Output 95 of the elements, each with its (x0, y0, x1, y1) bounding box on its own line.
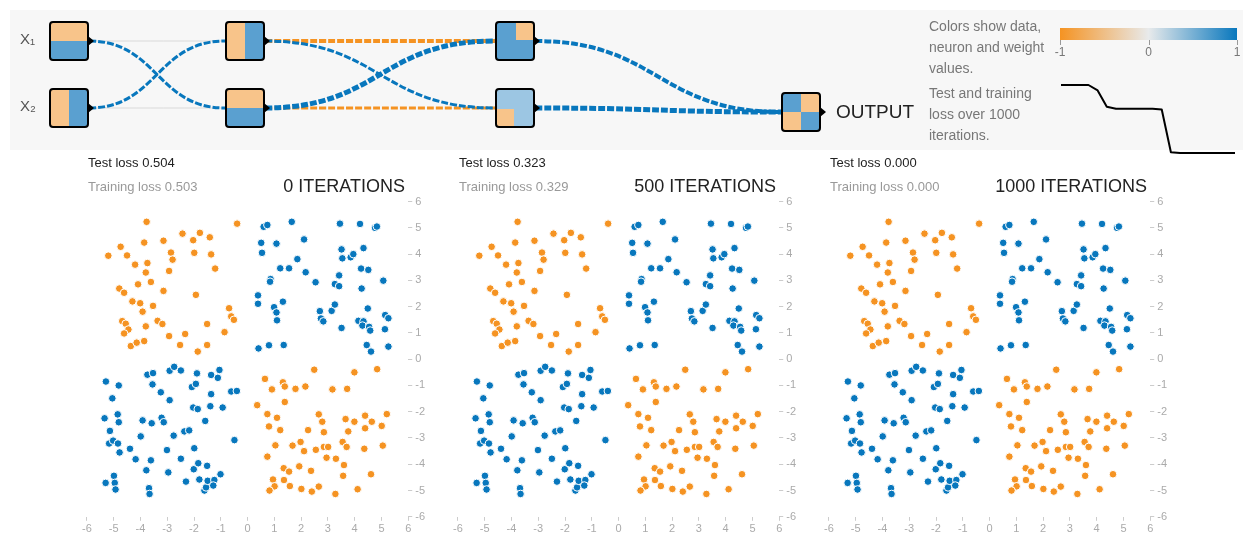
y-tick-label: -2 (415, 404, 425, 417)
y-tick-label: 1 (1157, 325, 1164, 338)
text: 1000 ITERATIONS (995, 176, 1147, 197)
y-tick-label: -6 (1157, 509, 1167, 522)
y-tick-label: -1 (1157, 378, 1167, 391)
y-tick-label: 1 (786, 325, 793, 338)
y-tick-label: 4 (786, 247, 793, 260)
text: 0 ITERATIONS (283, 176, 405, 197)
y-tick-label: 4 (1157, 247, 1164, 260)
x-tick-label: 6 (405, 522, 412, 535)
chart-subtitle: Training loss 0.503 (88, 179, 198, 194)
chart-title: Test loss 0.504 (88, 155, 175, 170)
chart-title: Test loss 0.323 (459, 155, 546, 170)
x-tick-label: 0 (986, 522, 993, 535)
text: X₁ (20, 30, 36, 47)
y-tick-label: -1 (415, 378, 425, 391)
y-tick-label: 3 (786, 273, 793, 286)
y-tick-label: -2 (786, 404, 796, 417)
x-tick-label: -3 (904, 522, 915, 535)
x-tick-label: -4 (135, 522, 146, 535)
x-tick-label: 3 (695, 522, 702, 535)
y-tick-label: 5 (415, 220, 422, 233)
y-tick-label: 6 (415, 194, 422, 207)
y-tick-label: -2 (1157, 404, 1167, 417)
text: 1 (1232, 45, 1242, 59)
x-tick-label: 0 (244, 522, 251, 535)
y-tick-label: 0 (786, 352, 793, 365)
y-tick-label: 3 (415, 273, 422, 286)
x-tick-label: 0 (615, 522, 622, 535)
y-tick-label: 5 (786, 220, 793, 233)
y-tick-label: 6 (786, 194, 793, 207)
y-tick-label: 0 (415, 352, 422, 365)
x-tick-label: -1 (957, 522, 968, 535)
chart-title: Test loss 0.000 (830, 155, 917, 170)
y-tick-label: -6 (415, 509, 425, 522)
x-tick-label: 1 (1013, 522, 1020, 535)
y-tick-label: 5 (1157, 220, 1164, 233)
y-tick-label: 3 (1157, 273, 1164, 286)
y-tick-label: 6 (1157, 194, 1164, 207)
text: Test and training loss over 1000 iterations. (929, 84, 1033, 145)
x-tick-label: -4 (877, 522, 888, 535)
y-tick-label: -5 (415, 483, 425, 496)
text: 0 (1144, 45, 1153, 59)
text: -1 (1053, 45, 1067, 59)
text: OUTPUT (836, 101, 915, 123)
x-tick-label: 3 (324, 522, 331, 535)
x-tick-label: -2 (560, 522, 570, 535)
x-tick-label: -2 (189, 522, 199, 535)
y-tick-label: -5 (786, 483, 796, 496)
y-tick-label: -3 (1157, 431, 1167, 444)
text: X₂ (20, 97, 36, 114)
y-tick-label: -4 (786, 457, 796, 470)
x-tick-label: -1 (586, 522, 597, 535)
x-tick-label: -3 (162, 522, 173, 535)
x-tick-label: -2 (931, 522, 941, 535)
x-tick-label: -3 (533, 522, 544, 535)
x-tick-label: -5 (108, 522, 119, 535)
x-tick-label: -1 (215, 522, 226, 535)
x-tick-label: 2 (669, 522, 676, 535)
x-tick-label: 4 (1093, 522, 1100, 535)
y-tick-label: -6 (786, 509, 796, 522)
x-tick-label: 2 (1040, 522, 1047, 535)
y-tick-label: 1 (415, 325, 422, 338)
y-tick-label: -3 (415, 431, 425, 444)
x-tick-label: 5 (1120, 522, 1127, 535)
y-tick-label: -4 (415, 457, 425, 470)
y-tick-label: -5 (1157, 483, 1167, 496)
x-tick-label: 1 (271, 522, 278, 535)
chart-subtitle: Training loss 0.000 (830, 179, 940, 194)
x-tick-label: -6 (82, 522, 92, 535)
x-tick-label: 4 (351, 522, 358, 535)
y-tick-label: 4 (415, 247, 422, 260)
y-tick-label: 2 (1157, 299, 1164, 312)
y-tick-label: 0 (1157, 352, 1164, 365)
x-tick-label: 6 (776, 522, 783, 535)
text: Colors show data, neuron and weight values. (929, 17, 1046, 78)
x-tick-label: 4 (722, 522, 729, 535)
y-tick-label: -3 (786, 431, 796, 444)
y-tick-label: -1 (786, 378, 796, 391)
y-tick-label: 2 (415, 299, 422, 312)
x-tick-label: 2 (298, 522, 305, 535)
text: 500 ITERATIONS (634, 176, 776, 197)
chart-subtitle: Training loss 0.329 (459, 179, 569, 194)
x-tick-label: 6 (1147, 522, 1154, 535)
x-tick-label: 5 (378, 522, 385, 535)
x-tick-label: 3 (1066, 522, 1073, 535)
x-tick-label: -4 (506, 522, 517, 535)
x-tick-label: -6 (824, 522, 834, 535)
x-tick-label: 5 (749, 522, 756, 535)
x-tick-label: -6 (453, 522, 463, 535)
y-tick-label: -4 (1157, 457, 1167, 470)
x-tick-label: -5 (479, 522, 490, 535)
x-tick-label: -5 (850, 522, 861, 535)
x-tick-label: 1 (642, 522, 649, 535)
y-tick-label: 2 (786, 299, 793, 312)
